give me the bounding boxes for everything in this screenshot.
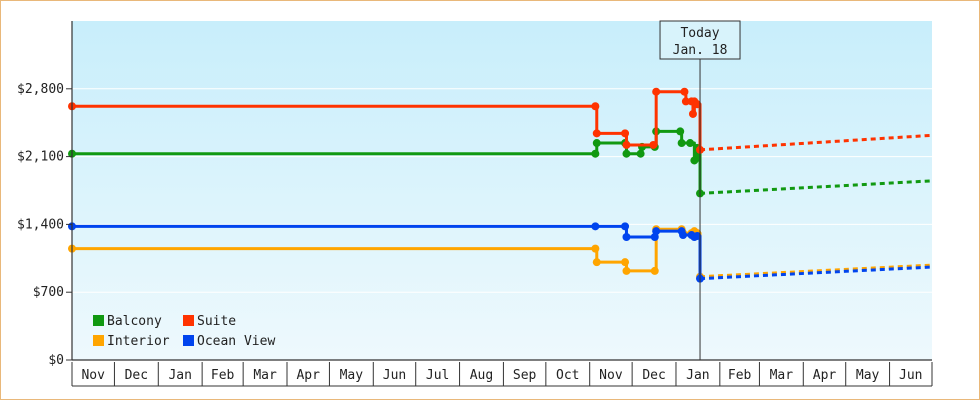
data-point-suite[interactable]: [680, 87, 689, 96]
legend-swatch-suite: [183, 315, 194, 326]
series-layer: [68, 87, 933, 283]
plot-area: [72, 21, 932, 360]
today-date: Jan. 18: [673, 43, 728, 58]
data-point-suite[interactable]: [681, 97, 690, 106]
data-point-suite[interactable]: [693, 100, 702, 109]
x-tick-label: Mar: [253, 368, 277, 383]
legend: Balcony Suite Interior Ocean View: [93, 314, 275, 349]
x-tick-label: Dec: [642, 368, 665, 383]
legend-label-balcony: Balcony: [107, 314, 162, 329]
data-point-balcony[interactable]: [676, 127, 685, 136]
x-tick-label: Mar: [770, 368, 794, 383]
y-tick-label: $700: [33, 285, 64, 300]
x-tick-label: Feb: [211, 368, 235, 383]
today-label: Today: [680, 26, 719, 41]
legend-swatch-ocean-view: [183, 335, 194, 346]
y-tick-label: $2,800: [17, 82, 64, 97]
legend-label-suite: Suite: [197, 314, 236, 329]
data-point-interior[interactable]: [650, 266, 659, 275]
y-tick-label: $0: [48, 353, 64, 368]
data-point-suite[interactable]: [649, 140, 658, 149]
x-tick-label: Jul: [426, 368, 449, 383]
data-point-balcony[interactable]: [636, 149, 645, 158]
data-point-balcony[interactable]: [690, 156, 699, 165]
data-point-balcony[interactable]: [677, 139, 686, 148]
data-point-ocean-view[interactable]: [679, 231, 688, 240]
data-point-balcony[interactable]: [592, 139, 601, 148]
x-tick-label: Jun: [899, 368, 922, 383]
forecast-line-suite: [699, 133, 933, 152]
data-point-suite[interactable]: [622, 140, 631, 149]
x-tick-label: Nov: [81, 368, 105, 383]
x-tick-label: Dec: [125, 368, 148, 383]
data-point-ocean-view[interactable]: [622, 232, 631, 241]
data-point-ocean-view[interactable]: [652, 227, 661, 236]
x-tick-label: Sep: [513, 368, 537, 383]
y-tick-label: $1,400: [17, 217, 64, 232]
x-tick-label: Jan: [686, 368, 709, 383]
data-point-suite[interactable]: [621, 129, 630, 138]
legend-swatch-interior: [93, 335, 104, 346]
x-tick-label: Feb: [728, 368, 752, 383]
x-tick-label: May: [856, 368, 880, 383]
y-tick-label: $2,100: [17, 150, 64, 165]
data-point-ocean-view[interactable]: [693, 232, 702, 241]
data-point-balcony[interactable]: [622, 149, 631, 158]
series-ocean-view: [68, 222, 933, 283]
x-tick-label: Nov: [599, 368, 623, 383]
data-point-interior[interactable]: [591, 244, 600, 253]
data-point-ocean-view[interactable]: [591, 222, 600, 231]
legend-label-interior: Interior: [107, 334, 170, 349]
data-point-suite[interactable]: [652, 87, 661, 96]
axes: $0 $700 $1,400 $2,100 $2,800 Nov Dec Jan Feb Mar A…: [17, 21, 933, 387]
data-point-ocean-view[interactable]: [621, 222, 630, 231]
x-tick-label: Aug: [470, 368, 493, 383]
forecast-line-interior: [699, 263, 933, 279]
series-suite: [68, 87, 933, 154]
data-point-balcony[interactable]: [686, 139, 695, 148]
data-point-balcony[interactable]: [591, 149, 600, 158]
x-tick-label: May: [340, 368, 364, 383]
today-box: [659, 20, 741, 60]
x-tick-label: Jun: [383, 368, 406, 383]
data-point-interior[interactable]: [622, 266, 631, 275]
legend-swatch-balcony: [93, 315, 104, 326]
data-point-suite[interactable]: [592, 129, 601, 138]
x-tick-label: Apr: [813, 368, 837, 383]
data-point-suite[interactable]: [688, 109, 697, 118]
data-point-suite[interactable]: [591, 102, 600, 111]
x-tick-label: Jan: [168, 368, 191, 383]
legend-label-ocean-view: Ocean View: [197, 334, 275, 349]
today-marker: Today Jan. 18: [659, 20, 741, 360]
gridlines: [72, 88, 932, 293]
forecast-line-balcony: [699, 179, 933, 195]
x-tick-label: Apr: [296, 368, 320, 383]
x-tick-label: Oct: [556, 368, 579, 383]
data-point-interior[interactable]: [621, 258, 630, 267]
forecast-line-ocean-view: [699, 265, 933, 281]
data-point-interior[interactable]: [592, 258, 601, 267]
